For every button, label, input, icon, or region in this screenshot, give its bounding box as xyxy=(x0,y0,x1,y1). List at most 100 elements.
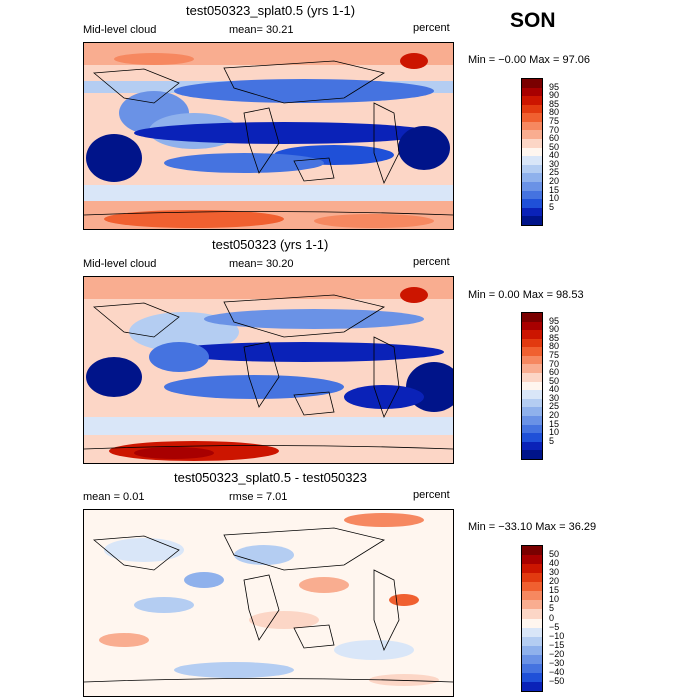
colorbar-segment xyxy=(522,398,542,408)
colorbar-tick-label: 10 xyxy=(549,594,560,605)
colorbar-segment xyxy=(522,564,542,574)
colorbar-segment xyxy=(522,181,542,191)
colorbar-segment xyxy=(522,663,542,673)
colorbar-segment xyxy=(522,207,542,217)
colorbar-tick-label: 30 xyxy=(549,392,560,403)
colorbar-segment xyxy=(522,681,542,691)
panel-1-map xyxy=(83,42,454,230)
colorbar-tick-label: 85 xyxy=(549,98,560,109)
colorbar-segment xyxy=(522,672,542,682)
colorbar-tick-label: −10 xyxy=(549,630,565,641)
colorbar-segment xyxy=(522,87,542,97)
colorbar-tick-label: 95 xyxy=(549,315,560,326)
colorbar-segment xyxy=(522,139,542,148)
colorbar-tick-label: −15 xyxy=(549,639,565,650)
colorbar-tick-label: −5 xyxy=(549,621,560,632)
colorbar-segment xyxy=(522,609,542,619)
colorbar-segment xyxy=(522,645,542,655)
colorbar-segment xyxy=(522,433,542,442)
colorbar-segment xyxy=(522,104,542,114)
colorbar-segment xyxy=(522,573,542,583)
colorbar-tick-label: 15 xyxy=(549,184,560,195)
colorbar-segment xyxy=(522,381,542,391)
colorbar-segment xyxy=(522,355,542,365)
panel-3-map xyxy=(83,509,454,697)
colorbar-tick-label: 15 xyxy=(549,585,560,596)
colorbar-tick-label: 80 xyxy=(549,341,560,352)
colorbar-segment xyxy=(522,415,542,425)
colorbar-segment xyxy=(522,441,542,451)
panel-1-minmax: Min = −0.00 Max = 97.06 xyxy=(468,54,590,66)
colorbar-segment xyxy=(522,190,542,200)
colorbar-segment xyxy=(522,373,542,382)
colorbar-segment xyxy=(522,216,542,225)
colorbar-tick-label: 40 xyxy=(549,558,560,569)
colorbar-segment xyxy=(522,121,542,131)
colorbar-tick-label: 70 xyxy=(549,358,560,369)
colorbar-segment xyxy=(522,600,542,610)
colorbar-tick-label: 0 xyxy=(549,612,555,623)
colorbar-tick-label: 20 xyxy=(549,176,560,187)
colorbar-segment xyxy=(522,555,542,565)
colorbar-segment xyxy=(522,79,542,88)
colorbar-tick-label: −40 xyxy=(549,666,565,677)
colorbar-segment xyxy=(522,582,542,592)
panel-3-rmse: rmse = 7.01 xyxy=(229,491,288,503)
colorbar-segment xyxy=(522,407,542,416)
colorbar-tick-label: 75 xyxy=(549,349,560,360)
colorbar-tick-label: 30 xyxy=(549,158,560,169)
colorbar-segment xyxy=(522,313,542,322)
colorbar-tick-label: 5 xyxy=(549,603,555,614)
colorbar-tick-label: 80 xyxy=(549,107,560,118)
colorbar-tick-label: 70 xyxy=(549,124,560,135)
colorbar-segment xyxy=(522,96,542,105)
panel-2-map xyxy=(83,276,454,464)
colorbar-tick-label: −50 xyxy=(549,675,565,686)
colorbar-tick-label: 60 xyxy=(549,133,560,144)
colorbar-segment xyxy=(522,338,542,348)
colorbar-segment xyxy=(522,546,542,556)
panel-2-title: test050323 (yrs 1-1) xyxy=(212,237,329,252)
colorbar-segment xyxy=(522,364,542,374)
colorbar-tick-label: −20 xyxy=(549,648,565,659)
colorbar-segment xyxy=(522,450,542,459)
colorbar-segment xyxy=(522,347,542,356)
panel-3-units: percent xyxy=(413,489,450,501)
colorbar-tick-label: 50 xyxy=(549,549,560,560)
colorbar-segment xyxy=(522,390,542,399)
colorbar-segment xyxy=(522,130,542,140)
colorbar-tick-label: 60 xyxy=(549,367,560,378)
colorbar-tick-label: 5 xyxy=(549,201,555,212)
colorbar-tick-label: 90 xyxy=(549,324,560,335)
panel-1-mean: mean= 30.21 xyxy=(229,24,294,36)
panel-1-colorbar xyxy=(521,78,543,226)
colorbar-tick-label: 25 xyxy=(549,167,560,178)
colorbar-tick-label: 50 xyxy=(549,141,560,152)
panel-2-minmax: Min = 0.00 Max = 98.53 xyxy=(468,289,584,301)
colorbar-segment xyxy=(522,636,542,646)
colorbar-tick-label: 20 xyxy=(549,576,560,587)
colorbar-segment xyxy=(522,591,542,601)
colorbar-segment xyxy=(522,424,542,434)
colorbar-tick-label: 75 xyxy=(549,115,560,126)
colorbar-segment xyxy=(522,199,542,208)
colorbar-tick-label: 10 xyxy=(549,427,560,438)
colorbar-segment xyxy=(522,156,542,165)
panel-3-mean: mean = 0.01 xyxy=(83,491,145,503)
colorbar-segment xyxy=(522,654,542,664)
panel-1-title: test050323_splat0.5 (yrs 1-1) xyxy=(186,3,356,18)
panel-3-title: test050323_splat0.5 - test050323 xyxy=(174,470,367,485)
panel-3-colorbar xyxy=(521,545,543,692)
colorbar-segment xyxy=(522,618,542,628)
panel-2-units: percent xyxy=(413,256,450,268)
panel-2-mean: mean= 30.20 xyxy=(229,258,294,270)
panel-2-colorbar xyxy=(521,312,543,460)
colorbar-tick-label: 25 xyxy=(549,401,560,412)
colorbar-tick-label: 30 xyxy=(549,567,560,578)
panel-3-minmax: Min = −33.10 Max = 36.29 xyxy=(468,521,597,533)
colorbar-segment xyxy=(522,321,542,331)
colorbar-tick-label: 15 xyxy=(549,418,560,429)
colorbar-tick-label: 20 xyxy=(549,410,560,421)
colorbar-segment xyxy=(522,627,542,637)
colorbar-segment xyxy=(522,147,542,157)
